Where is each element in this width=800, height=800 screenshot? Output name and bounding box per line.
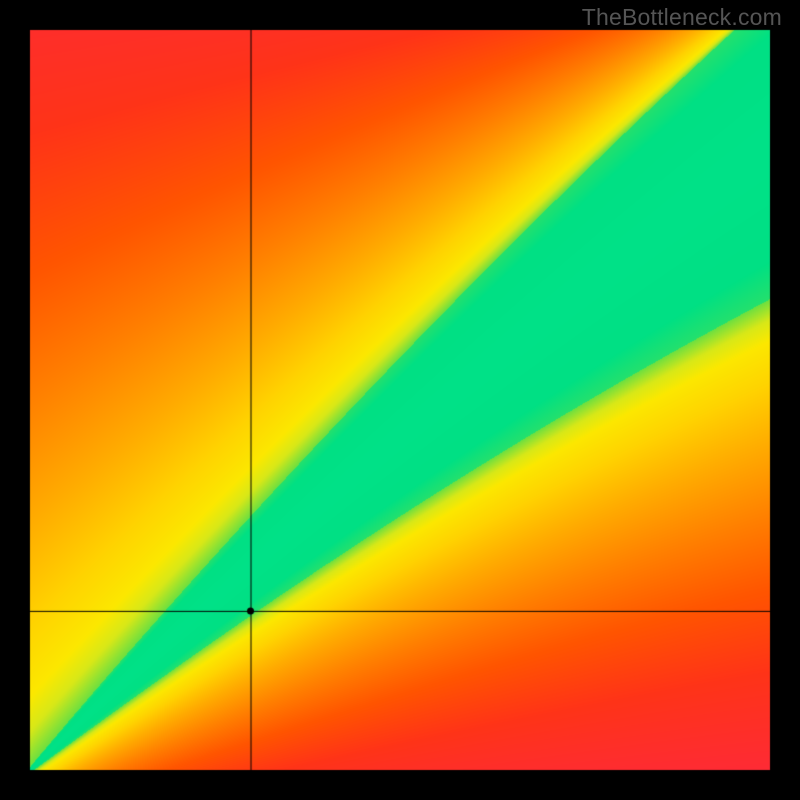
watermark-text: TheBottleneck.com — [582, 4, 782, 31]
heatmap-canvas — [0, 0, 800, 800]
chart-container: TheBottleneck.com — [0, 0, 800, 800]
